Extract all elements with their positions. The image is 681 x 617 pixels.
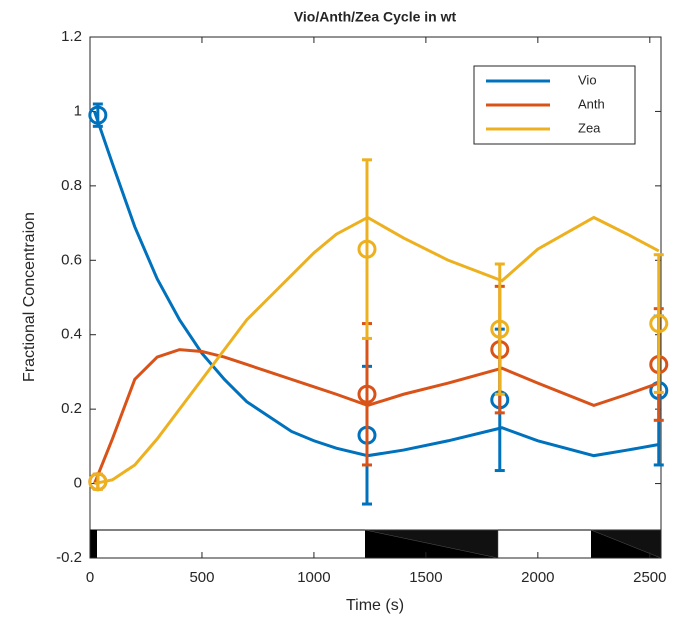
y-axis-label: Fractional Concentraion [21, 212, 38, 382]
x-axis-label: Time (s) [346, 597, 404, 614]
data-point [490, 319, 510, 339]
series-line [93, 348, 660, 485]
legend-label: Vio [578, 72, 597, 87]
axes-box [89, 36, 662, 559]
legend-label: Zea [578, 120, 601, 135]
x-tick-label: 1500 [409, 569, 442, 586]
y-tick-label: 0.2 [61, 400, 82, 417]
data-point [357, 384, 377, 404]
data-point [649, 314, 669, 334]
y-tick-label: 1.2 [61, 28, 82, 45]
legend-label: Anth [578, 96, 605, 111]
series-line [93, 110, 660, 458]
y-tick-label: 0.8 [61, 177, 82, 194]
x-tick-label: 2000 [521, 569, 554, 586]
dark-period [90, 530, 97, 558]
y-tick-label: 0 [74, 475, 82, 492]
data-point-group [357, 322, 377, 467]
data-point-group [490, 262, 510, 396]
light-schedule [89, 529, 662, 559]
data-point-group [649, 253, 669, 394]
x-tick-label: 0 [86, 569, 94, 586]
y-tick-label: 0.6 [61, 251, 82, 268]
x-tick-label: 1000 [297, 569, 330, 586]
data-point-group [357, 158, 377, 340]
dark-period-ramp [364, 529, 499, 559]
data-point-group [88, 102, 108, 128]
chart-title: Vio/Anth/Zea Cycle in wt [294, 9, 457, 25]
data-point-group [88, 472, 108, 492]
data-point [88, 105, 108, 125]
series-line [94, 215, 660, 486]
data-point [357, 239, 377, 259]
x-tick-label: 500 [189, 569, 214, 586]
data-point [88, 472, 108, 492]
x-tick-label: 2500 [633, 569, 666, 586]
y-tick-label: 0.4 [61, 326, 82, 343]
y-tick-label: 1 [74, 102, 82, 119]
y-tick-label: -0.2 [56, 549, 82, 566]
